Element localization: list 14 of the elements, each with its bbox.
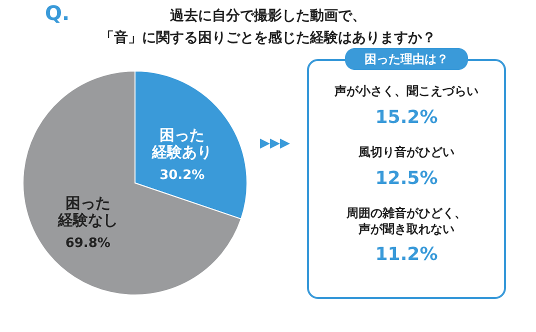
text: Q. — [45, 1, 70, 25]
data-label: 69.8% — [65, 236, 110, 251]
data-label: 30.2% — [160, 168, 205, 184]
chart-title: 過去に自分で撮影した動画で、「音」に関する困りごとを感じた経験はありますか？ — [100, 8, 436, 46]
text: 11.2% — [375, 244, 438, 265]
text: 15.2% — [375, 107, 438, 128]
slice-label: 困った経験あり — [151, 126, 212, 162]
category-label: 周囲の雑音がひどく、声が聞き取れない — [346, 206, 466, 236]
text: 12.5% — [375, 168, 438, 189]
slice-label: 困った経験なし — [56, 194, 118, 229]
text: ▶▶▶ — [260, 136, 290, 151]
category-label: 声が小さく、聞こえづらい — [334, 84, 478, 98]
text: 困った理由は？ — [364, 52, 448, 66]
category-label: 風切り音がひどい — [358, 145, 454, 159]
